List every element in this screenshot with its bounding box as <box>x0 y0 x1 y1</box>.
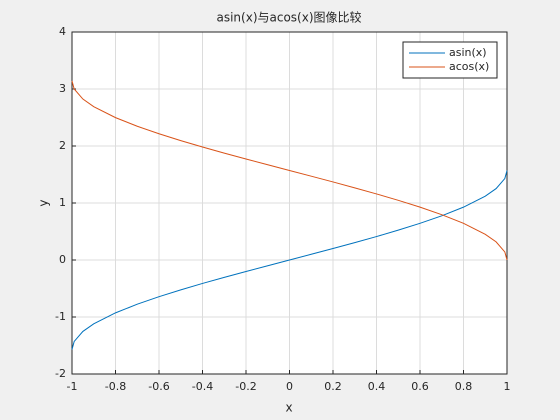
x-tick-label: 0.6 <box>411 380 429 393</box>
x-tick-label: -1 <box>67 380 78 393</box>
axes-box <box>71 31 508 375</box>
x-tick-label: -0.4 <box>192 380 213 393</box>
y-tick-label: 0 <box>59 253 66 266</box>
x-tick-label: 0.2 <box>324 380 342 393</box>
y-tick-label: 2 <box>59 139 66 152</box>
chart-title: asin(x)与acos(x)图像比较 <box>216 10 361 25</box>
x-axis-label: x <box>285 401 292 415</box>
data-line <box>71 170 508 350</box>
data-line <box>71 80 508 261</box>
x-tick-label: 1 <box>504 380 511 393</box>
x-tick-label: 0.8 <box>455 380 473 393</box>
legend-box <box>402 41 498 79</box>
y-tick-label: -1 <box>55 310 66 323</box>
y-tick-label: -2 <box>55 367 66 380</box>
x-tick-label: 0 <box>286 380 293 393</box>
x-tick-label: -0.8 <box>105 380 126 393</box>
y-tick-label: 4 <box>59 25 66 38</box>
y-axis-label: y <box>37 199 51 206</box>
legend-label: acos(x) <box>449 60 489 73</box>
x-tick-label: -0.2 <box>235 380 256 393</box>
x-tick-label: -0.6 <box>148 380 169 393</box>
legend-label: asin(x) <box>449 46 487 59</box>
x-tick-label: 0.4 <box>368 380 386 393</box>
y-tick-label: 3 <box>59 82 66 95</box>
y-tick-label: 1 <box>59 196 66 209</box>
